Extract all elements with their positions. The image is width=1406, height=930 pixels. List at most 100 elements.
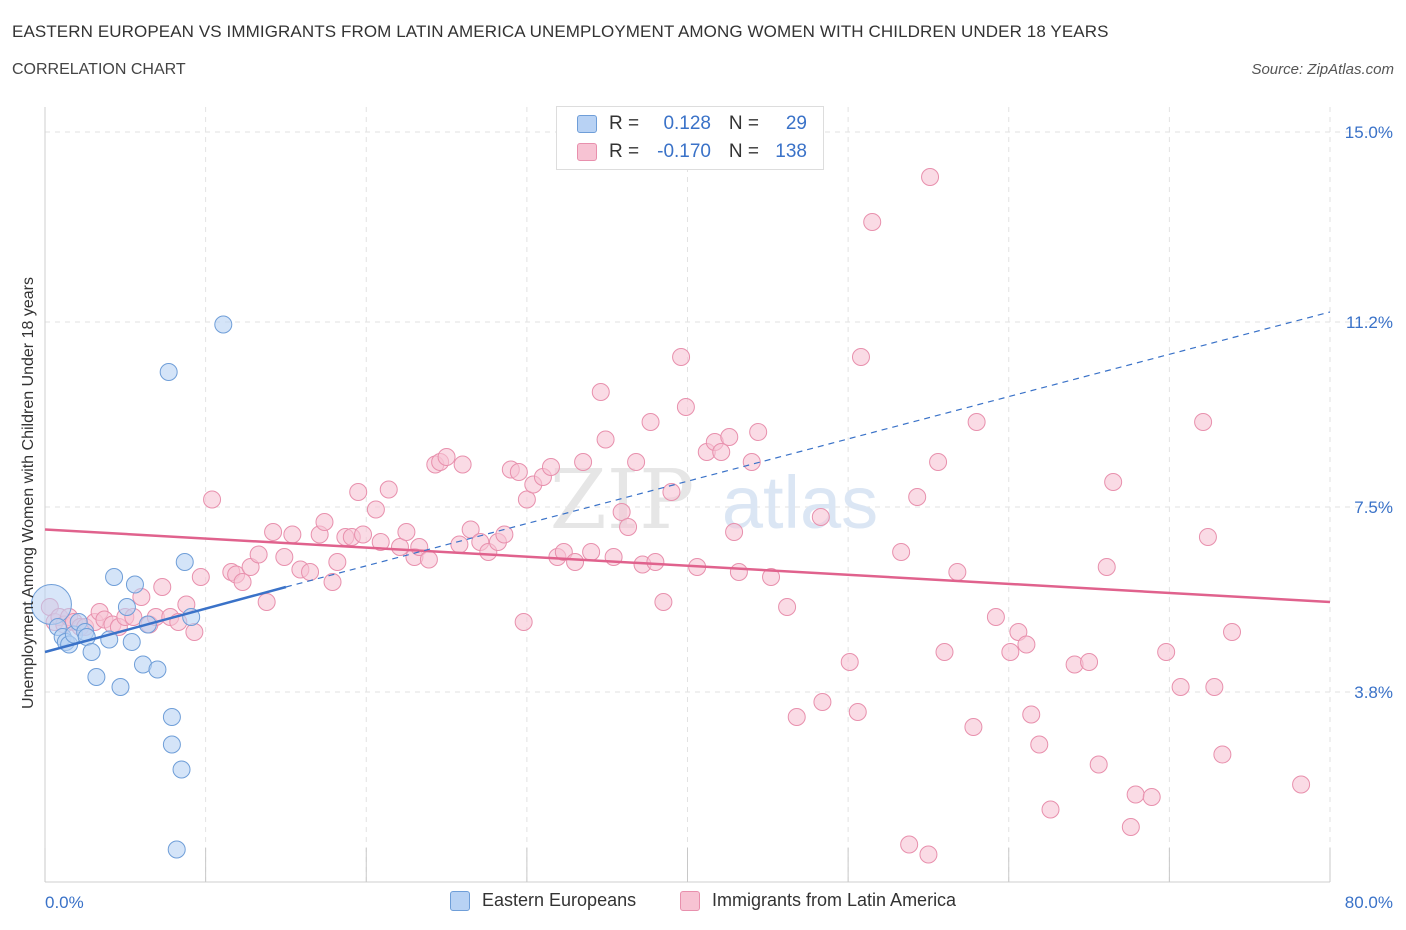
- latin-america-point: [749, 423, 768, 441]
- latin-america-point: [919, 845, 938, 864]
- latin-america-point: [908, 488, 927, 506]
- eastern-europeans-point: [117, 598, 136, 616]
- latin-america-point: [517, 490, 536, 509]
- eastern-europeans-point: [162, 708, 181, 726]
- eastern-europeans-point: [105, 568, 124, 586]
- eastern-europeans-point: [111, 678, 130, 696]
- series-legend: Eastern Europeans Immigrants from Latin …: [0, 890, 1406, 916]
- latin-america-point: [354, 525, 373, 544]
- chart-subtitle: CORRELATION CHART: [12, 61, 186, 78]
- series-legend-eastern-europeans: Eastern Europeans: [450, 890, 636, 911]
- latin-america-point: [1080, 653, 1099, 671]
- eastern-europeans-point: [122, 633, 141, 651]
- latin-america-point: [554, 543, 573, 561]
- legend-n-value: 138: [775, 141, 807, 162]
- latin-america-point: [1030, 735, 1049, 754]
- latin-america-point: [233, 573, 252, 591]
- latin-america-point: [672, 348, 691, 366]
- latin-america-point: [541, 458, 560, 476]
- latin-america-point: [948, 563, 967, 581]
- latin-america-point: [813, 693, 832, 711]
- latin-america-point: [641, 413, 660, 431]
- legend-n-label: N =: [728, 141, 759, 162]
- latin-america-point: [301, 563, 320, 581]
- latin-america-point: [453, 455, 472, 474]
- legend-row-latin-america: R = -0.170 N = 138: [577, 139, 807, 165]
- latin-america-point: [264, 523, 283, 541]
- latin-america-point: [1223, 623, 1242, 641]
- latin-america-point: [725, 523, 744, 541]
- latin-america-point: [646, 553, 665, 571]
- latin-america-point: [1104, 473, 1123, 491]
- legend-swatch-pink: [577, 143, 597, 161]
- eastern-europeans-point: [214, 315, 233, 334]
- latin-america-point: [1041, 800, 1060, 819]
- latin-america-trend-line: [44, 528, 1331, 604]
- legend-row-eastern-europeans: R = 0.128 N = 29: [577, 111, 807, 137]
- latin-america-point: [249, 545, 268, 564]
- series-name-latin-america: Immigrants from Latin America: [712, 890, 957, 910]
- watermark-atlas: atlas: [722, 461, 878, 544]
- latin-america-point: [900, 835, 919, 854]
- grid-lines: [45, 107, 1392, 882]
- legend-r-value: 0.128: [663, 113, 711, 134]
- y-tick-label: 15.0%: [1345, 123, 1393, 142]
- latin-america-point: [892, 543, 911, 561]
- latin-america-point: [328, 553, 347, 571]
- latin-america-point: [921, 168, 940, 186]
- latin-america-point: [1157, 643, 1176, 661]
- latin-america-point: [275, 548, 294, 566]
- latin-america-point: [742, 453, 761, 471]
- eastern-europeans-point: [148, 660, 167, 679]
- legend-r-label: R =: [609, 141, 640, 162]
- latin-america-point: [1121, 818, 1140, 836]
- latin-america-point: [662, 483, 681, 501]
- latin-america-point: [379, 480, 398, 499]
- latin-america-point: [964, 718, 983, 736]
- latin-america-point: [153, 578, 172, 596]
- series-name-eastern-europeans: Eastern Europeans: [482, 890, 637, 910]
- series-swatch-blue: [450, 890, 470, 911]
- series-eastern-europeans-points: [30, 315, 233, 859]
- latin-america-point: [1017, 635, 1036, 654]
- latin-america-point: [1022, 705, 1041, 724]
- eastern-europeans-trend-line: [44, 585, 287, 654]
- legend-n-value: 29: [785, 113, 807, 134]
- eastern-europeans-trend-extension: [285, 311, 1331, 588]
- legend-r-value: -0.170: [657, 141, 711, 162]
- latin-america-point: [397, 523, 416, 541]
- y-tick-label: 7.5%: [1354, 498, 1393, 517]
- latin-america-point: [851, 348, 870, 366]
- tick-labels: 3.8% 7.5% 11.2% 15.0% 0.0% 80.0%: [45, 123, 1393, 912]
- latin-america-point: [863, 213, 882, 231]
- latin-america-point: [712, 443, 731, 461]
- watermark: ZIP atlas: [550, 453, 878, 548]
- latin-america-point: [1126, 785, 1145, 804]
- latin-america-point: [582, 543, 601, 561]
- series-latin-america-points: [40, 168, 1311, 864]
- latin-america-point: [371, 533, 390, 551]
- y-axis-label: Unemployment Among Women with Children U…: [20, 277, 37, 709]
- latin-america-point: [315, 513, 334, 531]
- x-tick-label: 80.0%: [1345, 893, 1393, 912]
- eastern-europeans-point: [175, 553, 194, 571]
- latin-america-point: [840, 653, 859, 671]
- latin-america-point: [495, 525, 514, 544]
- latin-america-point: [191, 568, 210, 586]
- latin-america-point: [566, 553, 585, 571]
- latin-america-point: [514, 613, 533, 631]
- latin-america-point: [967, 413, 986, 431]
- latin-america-point: [509, 463, 528, 481]
- source-credit: Source: ZipAtlas.com: [1251, 61, 1394, 78]
- y-tick-label: 11.2%: [1346, 313, 1393, 332]
- latin-america-point: [419, 550, 438, 569]
- latin-america-point: [574, 453, 593, 471]
- latin-america-point: [1089, 755, 1108, 774]
- latin-america-point: [676, 398, 695, 416]
- latin-america-point: [935, 643, 954, 661]
- eastern-europeans-point: [172, 760, 191, 779]
- latin-america-point: [450, 535, 469, 554]
- legend-n-label: N =: [728, 113, 759, 134]
- latin-america-point: [612, 503, 631, 521]
